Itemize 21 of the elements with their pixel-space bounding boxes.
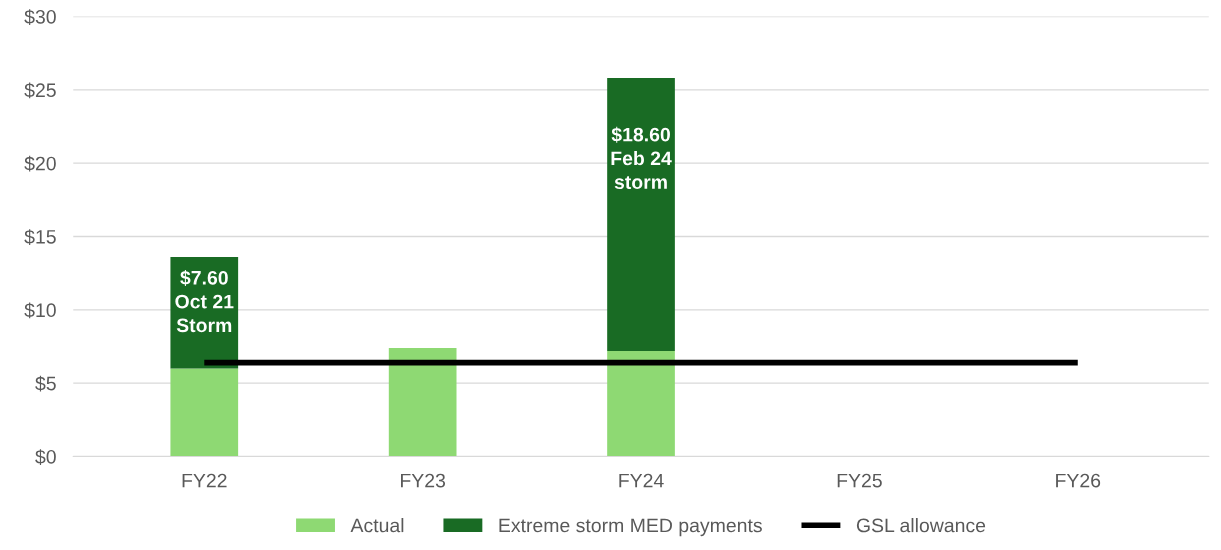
y-tick-label: $15: [24, 229, 56, 245]
y-tick-label: $30: [24, 9, 56, 25]
bar: [607, 78, 675, 351]
bar: [607, 350, 675, 457]
y-tick-label: $10: [24, 302, 56, 319]
x-tick-label: FY26: [1056, 473, 1101, 488]
data-label: $18.60 Feb 24 storm: [611, 126, 672, 190]
x-tick-label: FY24: [619, 473, 664, 488]
x-tick-label: FY25: [837, 473, 882, 488]
bar: [170, 368, 239, 457]
y-tick-label: $25: [24, 82, 56, 99]
bar: [388, 347, 457, 457]
data-label: $7.60 Oct 21 Storm: [175, 270, 234, 333]
legend-label: Actual: [350, 518, 404, 533]
legend-label: Extreme storm MED payments: [499, 518, 762, 537]
y-tick-label: $5: [35, 375, 56, 392]
y-tick-label: $0: [35, 449, 56, 465]
x-tick-label: FY22: [182, 473, 227, 488]
x-tick-label: FY23: [401, 473, 446, 488]
legend-label: GSL allowance: [856, 518, 986, 533]
y-tick-label: $20: [24, 155, 56, 172]
